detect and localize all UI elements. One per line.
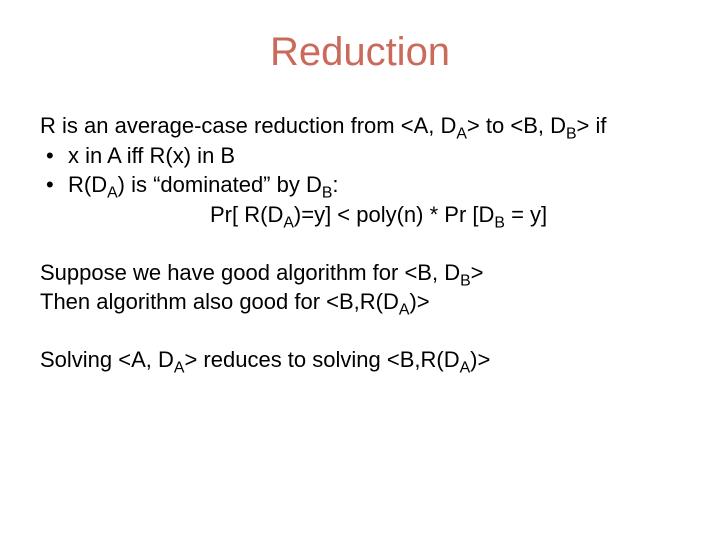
- slide-title: Reduction: [40, 30, 680, 75]
- text: )=y] < poly(n) * Pr [D: [294, 202, 495, 227]
- text: Solving <A, D: [40, 347, 174, 372]
- subscript-a: A: [107, 185, 118, 202]
- text: ) is “dominated” by D: [118, 172, 322, 197]
- subscript-b: B: [494, 214, 505, 231]
- text: R(D: [68, 172, 107, 197]
- line: Then algorithm also good for <B,R(DA)>: [40, 287, 680, 317]
- text: )>: [409, 289, 429, 314]
- subscript-a: A: [460, 360, 471, 377]
- text: R is an average-case reduction from <A, …: [40, 113, 456, 138]
- text: >: [471, 260, 484, 285]
- slide-body: R is an average-case reduction from <A, …: [40, 111, 680, 375]
- subscript-a: A: [174, 360, 185, 377]
- text: )>: [470, 347, 490, 372]
- definition-line: R is an average-case reduction from <A, …: [40, 111, 680, 141]
- subscript-a: A: [399, 302, 410, 319]
- subscript-b: B: [460, 272, 471, 289]
- text: Then algorithm also good for <B,R(D: [40, 289, 399, 314]
- implication-block: Suppose we have good algorithm for <B, D…: [40, 258, 680, 317]
- conclusion-block: Solving <A, DA> reduces to solving <B,R(…: [40, 345, 680, 375]
- subscript-a: A: [283, 214, 294, 231]
- bullet-2: R(DA) is “dominated” by DB:: [40, 170, 680, 200]
- line: Solving <A, DA> reduces to solving <B,R(…: [40, 345, 680, 375]
- slide: Reduction R is an average-case reduction…: [0, 0, 720, 540]
- text: > if: [577, 113, 607, 138]
- text: = y]: [505, 202, 547, 227]
- bullet-1: x in A iff R(x) in B: [40, 141, 680, 171]
- text: Pr[ R(D: [210, 202, 283, 227]
- line: Suppose we have good algorithm for <B, D…: [40, 258, 680, 288]
- text: x in A iff R(x) in B: [68, 143, 235, 168]
- text: > reduces to solving <B,R(D: [184, 347, 459, 372]
- equation-line: Pr[ R(DA)=y] < poly(n) * Pr [DB = y]: [40, 200, 680, 230]
- text: :: [332, 172, 338, 197]
- definition-block: R is an average-case reduction from <A, …: [40, 111, 680, 230]
- text: > to <B, D: [467, 113, 566, 138]
- subscript-b: B: [322, 185, 333, 202]
- text: Suppose we have good algorithm for <B, D: [40, 260, 460, 285]
